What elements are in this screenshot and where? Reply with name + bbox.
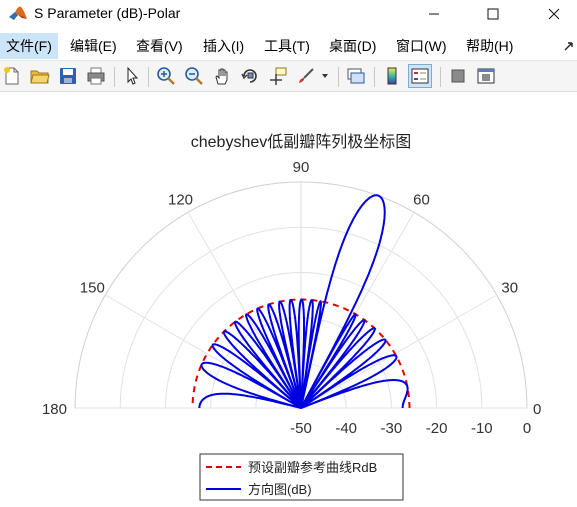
save-icon [60,68,76,84]
print-icon [87,67,105,85]
radial-tick-label: -30 [381,420,403,437]
toolbar-separator [440,67,441,87]
menu-tools[interactable]: 工具(T) [264,38,310,54]
legend-box [199,453,404,501]
series-layer [191,194,411,409]
pan-hand-icon [215,68,228,85]
angle-tick-label: 60 [413,191,430,208]
window-title: S Parameter (dB)-Polar [34,5,181,21]
open-file-icon [30,70,50,84]
legend[interactable]: 预设副瓣参考曲线RdB 方向图(dB) [199,453,404,501]
title-bar: S Parameter (dB)-Polar [0,0,577,28]
radial-tick-label: -10 [471,420,493,437]
select-arrow-icon [127,66,139,85]
print-button[interactable] [84,64,108,88]
figure-canvas: chebyshev低副瓣阵列极坐标图 0 30 60 90 120 150 180 -50 -4… [0,93,577,507]
toolbar-separator [374,67,375,87]
chevron-down-icon [322,74,328,78]
legend-button[interactable] [408,64,432,88]
radiation-pattern-curve [198,194,409,409]
radial-tick-label: -40 [335,420,357,437]
hide-plot-tools-button[interactable] [446,64,470,88]
angle-tick-label: 90 [293,159,310,176]
angular-grid-spoke [187,212,302,409]
zoom-in-icon [157,67,175,85]
link-plot-button[interactable] [344,64,368,88]
polar-chart: chebyshev低副瓣阵列极坐标图 0 30 60 90 120 150 180 -50 -4… [42,133,541,501]
matlab-icon [8,4,28,24]
angle-tick-label: 150 [80,280,105,297]
menu-edit[interactable]: 编辑(E) [70,38,117,54]
brush-dropdown-button[interactable] [318,64,332,88]
angle-tick-label: 0 [533,401,541,418]
maximize-button[interactable] [470,0,516,28]
show-plot-tools-button[interactable] [474,64,498,88]
angular-grid-spoke [300,294,497,409]
brush-button[interactable] [294,64,318,88]
select-button[interactable] [120,64,144,88]
menu-desktop[interactable]: 桌面(D) [329,38,377,54]
zoom-out-button[interactable] [182,64,206,88]
zoom-out-icon [185,67,203,85]
toolbar-separator [338,67,339,87]
angle-tick-label: 30 [501,280,518,297]
menu-view[interactable]: 查看(V) [136,38,183,54]
zoom-in-button[interactable] [154,64,178,88]
radial-tick-label: 0 [523,420,531,437]
pan-button[interactable] [210,64,234,88]
colorbar-icon [387,67,397,85]
open-file-button[interactable] [28,64,52,88]
rotate-3d-button[interactable] [238,64,262,88]
legend-icon [411,68,429,84]
data-cursor-icon [270,67,287,85]
tick-labels: 0 30 60 90 120 150 180 -50 -40 -30 -20 -10 0 [42,159,541,437]
colorbar-button[interactable] [380,64,404,88]
new-figure-icon [4,67,19,85]
toolbar [0,60,577,92]
polar-grid [74,181,528,409]
link-plot-icon [347,68,365,84]
menu-file[interactable]: 文件(F) [0,33,58,59]
menu-insert[interactable]: 插入(I) [203,38,245,54]
legend-reference-label: 预设副瓣参考曲线RdB [248,460,377,475]
minimize-button[interactable] [411,0,457,28]
close-icon [548,8,560,20]
close-button[interactable] [531,0,577,28]
toolbar-separator [148,67,149,87]
angle-tick-label: 180 [42,401,67,418]
chart-title: chebyshev低副瓣阵列极坐标图 [191,133,412,151]
menu-help[interactable]: 帮助(H) [466,38,514,54]
data-cursor-button[interactable] [266,64,290,88]
show-plot-tools-icon [477,68,495,84]
toolbar-separator [114,67,115,87]
minimize-icon [429,13,439,15]
legend-pattern-label: 方向图(dB) [248,482,312,497]
maximize-icon [487,8,499,20]
radial-tick-label: -20 [426,420,448,437]
toolbar-dock-arrow-icon[interactable] [563,38,575,52]
new-figure-button[interactable] [0,64,24,88]
brush-icon [299,68,314,83]
save-button[interactable] [56,64,80,88]
menu-bar: 文件(F) 编辑(E) 查看(V) 插入(I) 工具(T) 桌面(D) 窗口(W… [0,33,577,59]
menu-window[interactable]: 窗口(W) [396,38,447,54]
angle-tick-label: 120 [168,191,193,208]
rotate-3d-icon [241,69,257,83]
hide-plot-tools-icon [451,69,465,83]
radial-tick-label: -50 [290,420,312,437]
